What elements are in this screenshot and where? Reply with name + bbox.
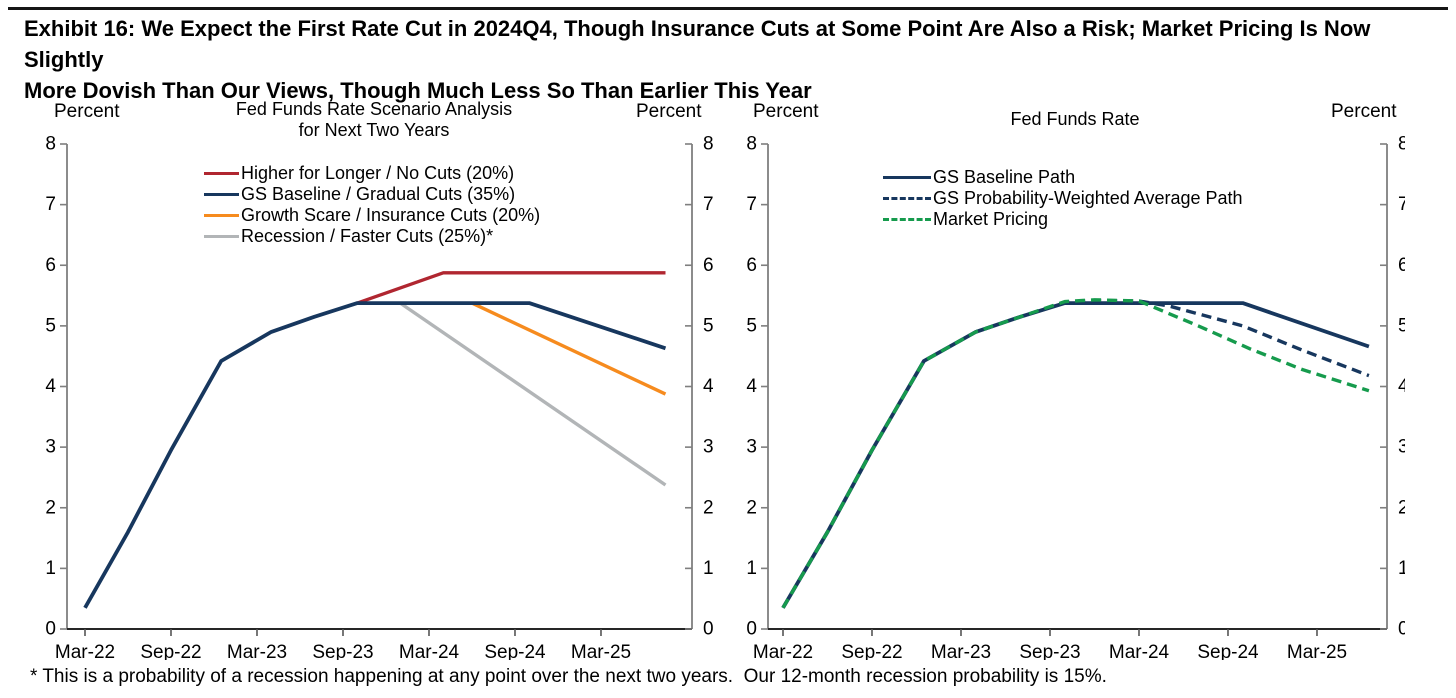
y-tick-label-left: 6	[45, 255, 56, 276]
legend-label: Market Pricing	[933, 209, 1049, 229]
y-tick-label-right: 4	[703, 376, 714, 397]
y-tick-label-right: 8	[703, 134, 714, 155]
left-chart-title-line-1: Fed Funds Rate Scenario Analysis	[235, 99, 513, 119]
legend-item: GS Baseline / Gradual Cuts (35%)	[204, 184, 540, 205]
y-tick-label-left: 5	[45, 315, 56, 336]
y-tick-label-right: 6	[1398, 255, 1405, 276]
legend-item: Higher for Longer / No Cuts (20%)	[204, 163, 540, 184]
y-tick-label-left: 8	[746, 134, 757, 155]
right-chart-title: Fed Funds Rate	[925, 109, 1225, 130]
y-tick-label-right: 2	[1398, 497, 1405, 518]
series-line-1-0	[781, 301, 1370, 609]
right-chart-percent-label-left: Percent	[753, 101, 819, 122]
left-chart-percent-label-left: Percent	[54, 101, 120, 122]
exhibit-title-line-1: Exhibit 16: We Expect the First Rate Cut…	[24, 16, 1371, 72]
series-line-1-2	[781, 298, 1370, 609]
y-tick-label-right: 1	[703, 558, 714, 579]
chart-legend-1: GS Baseline Path GS Probability-Weighted …	[883, 167, 1243, 230]
y-tick-label-right: 6	[703, 255, 714, 276]
y-tick-label-right: 0	[703, 619, 714, 640]
legend-label: GS Baseline / Gradual Cuts (35%)	[241, 184, 516, 204]
y-tick-label-right: 7	[703, 194, 714, 215]
legend-item: Growth Scare / Insurance Cuts (20%)	[204, 205, 540, 226]
x-tick-label: Mar-24	[1109, 642, 1170, 660]
y-tick-label-left: 0	[746, 619, 757, 640]
y-tick-label-left: 0	[45, 619, 56, 640]
legend-swatch-solid-line	[883, 176, 931, 179]
y-tick-label-right: 7	[1398, 194, 1405, 215]
y-tick-label-right: 2	[703, 497, 714, 518]
y-tick-label-left: 7	[45, 194, 56, 215]
y-tick-label-right: 1	[1398, 558, 1405, 579]
x-tick-label: Sep-24	[484, 642, 546, 660]
legend-item: Market Pricing	[883, 209, 1243, 230]
y-tick-label-right: 8	[1398, 134, 1405, 155]
x-tick-label: Mar-24	[399, 642, 460, 660]
y-tick-label-left: 3	[45, 437, 56, 458]
exhibit-title-line-2: More Dovish Than Our Views, Though Much …	[24, 78, 812, 103]
y-tick-label-right: 4	[1398, 376, 1405, 397]
legend-swatch-solid-line	[204, 172, 239, 175]
y-tick-label-right: 3	[1398, 437, 1405, 458]
chart-svg-1: 0 0 1 1 2 2 3 3 4 4 5 5 6 6 7 7 8 8 Mar-22 Sep-22 Mar-23 Sep-…	[746, 134, 1405, 661]
left-chart-panel: Percent Percent Fed Funds Rate Scenario …	[24, 95, 730, 660]
right-chart-panel: Percent Percent Fed Funds Rate GS Baseli…	[745, 95, 1405, 660]
legend-item: Recession / Faster Cuts (25%)*	[204, 226, 540, 247]
y-tick-label-left: 7	[746, 194, 757, 215]
y-tick-label-left: 4	[45, 376, 56, 397]
series-line-0-1	[83, 301, 667, 609]
y-tick-label-right: 5	[1398, 315, 1405, 336]
x-tick-label: Sep-22	[140, 642, 201, 660]
y-tick-label-left: 1	[746, 558, 757, 579]
y-tick-label-left: 2	[45, 497, 56, 518]
y-tick-label-left: 5	[746, 315, 757, 336]
legend-label: Higher for Longer / No Cuts (20%)	[241, 163, 515, 183]
y-tick-label-left: 6	[746, 255, 757, 276]
y-tick-label-left: 4	[746, 376, 757, 397]
x-tick-label: Sep-22	[841, 642, 902, 660]
legend-item: GS Baseline Path	[883, 167, 1243, 188]
series-line-0-2	[471, 301, 667, 396]
right-chart-title-line-1: Fed Funds Rate	[1010, 109, 1140, 129]
y-tick-label-right: 0	[1398, 619, 1405, 640]
top-rule	[8, 7, 1448, 10]
x-tick-label: Sep-23	[1019, 642, 1080, 660]
right-chart-percent-label-right: Percent	[1331, 101, 1397, 122]
x-tick-label: Sep-23	[312, 642, 373, 660]
legend-swatch-solid-line	[204, 235, 239, 238]
x-tick-label: Mar-22	[55, 642, 115, 660]
legend-item: GS Probability-Weighted Average Path	[883, 188, 1243, 209]
x-tick-label: Mar-25	[571, 642, 631, 660]
legend-swatch-solid-line	[204, 193, 239, 196]
left-chart-title-line-2: for Next Two Years	[298, 120, 450, 140]
x-tick-label: Mar-23	[227, 642, 287, 660]
legend-label: GS Probability-Weighted Average Path	[933, 188, 1243, 208]
legend-label: Growth Scare / Insurance Cuts (20%)	[241, 205, 541, 225]
y-tick-label-left: 1	[45, 558, 56, 579]
y-tick-label-right: 3	[703, 437, 714, 458]
y-tick-label-left: 2	[746, 497, 757, 518]
exhibit-title: Exhibit 16: We Expect the First Rate Cut…	[24, 13, 1436, 106]
x-tick-label: Sep-24	[1197, 642, 1259, 660]
left-chart-title: Fed Funds Rate Scenario Analysis for Nex…	[174, 99, 574, 141]
chart-legend-0: Higher for Longer / No Cuts (20%) GS Base…	[204, 163, 540, 247]
x-tick-label: Mar-22	[753, 642, 813, 660]
footnote: * This is a probability of a recession h…	[30, 666, 1107, 687]
left-chart-percent-label-right: Percent	[636, 101, 702, 122]
legend-swatch-dashed-line	[883, 218, 931, 221]
y-tick-label-left: 8	[45, 134, 56, 155]
chart-svg-0: 0 0 1 1 2 2 3 3 4 4 5 5 6 6 7 7 8 8 Mar-22 Sep-22 Mar-23 Sep-…	[45, 134, 714, 661]
legend-swatch-solid-line	[204, 214, 239, 217]
series-line-0-0	[356, 271, 666, 305]
series-line-0-3	[399, 301, 667, 487]
x-tick-label: Mar-25	[1287, 642, 1347, 660]
y-tick-label-left: 3	[746, 437, 757, 458]
y-tick-label-right: 5	[703, 315, 714, 336]
x-tick-label: Mar-23	[931, 642, 991, 660]
legend-label: Recession / Faster Cuts (25%)*	[241, 226, 494, 246]
legend-label: GS Baseline Path	[933, 167, 1076, 187]
legend-swatch-dashed-line	[883, 197, 931, 200]
